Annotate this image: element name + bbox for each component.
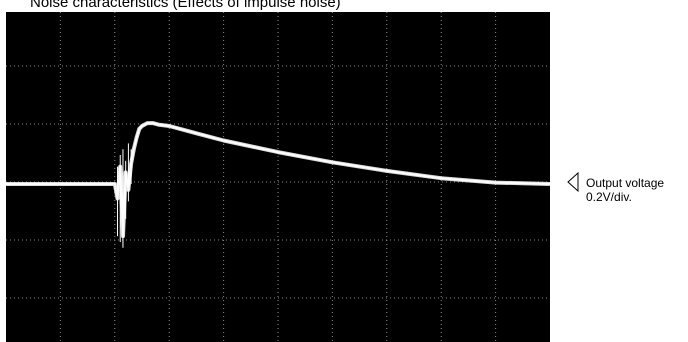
channel-name: Output voltage bbox=[586, 176, 665, 190]
oscilloscope-plot bbox=[6, 12, 550, 342]
oscilloscope-screen bbox=[6, 12, 550, 342]
channel-scale: 0.2V/div. bbox=[586, 190, 632, 204]
chart-title: Noise characteristics (Effects of impuls… bbox=[30, 0, 341, 11]
channel-marker-icon bbox=[567, 172, 579, 192]
channel-label: Output voltage 0.2V/div. bbox=[586, 176, 664, 204]
scope-background bbox=[6, 12, 550, 342]
